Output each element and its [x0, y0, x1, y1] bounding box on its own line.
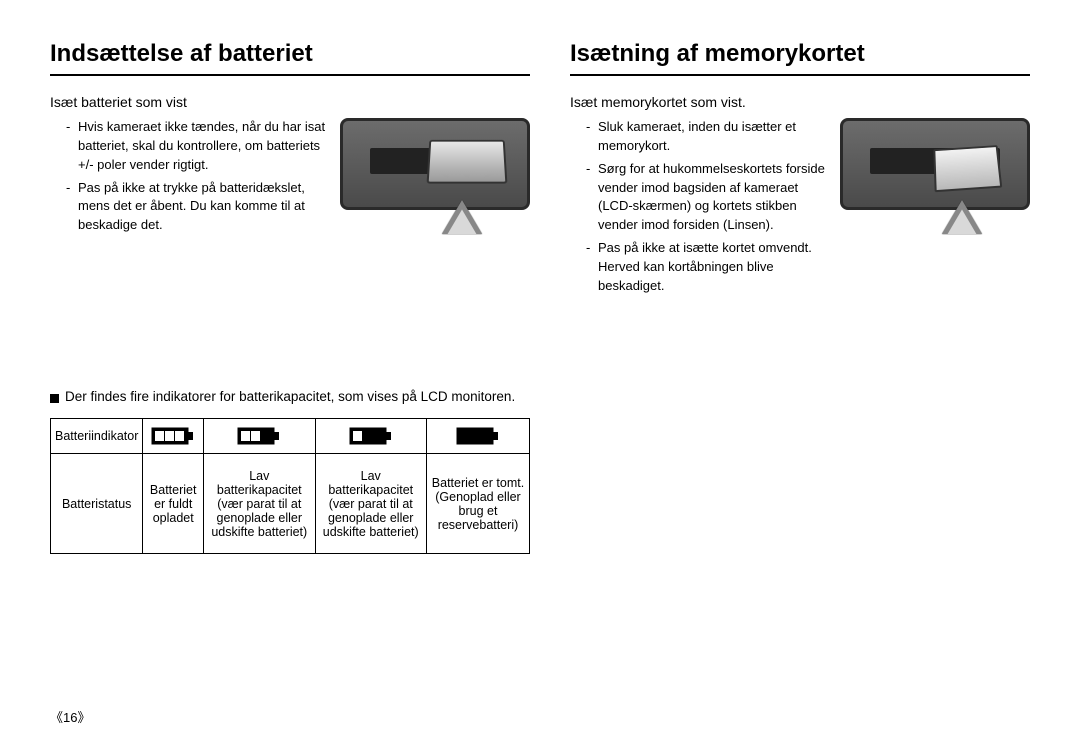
memorycard-insert-illustration — [840, 118, 1030, 228]
row-label: Batteristatus — [51, 454, 143, 554]
bullet-text: Hvis kameraet ikke tændes, når du har is… — [70, 118, 328, 175]
heading-memory: Isætning af memorykortet — [570, 40, 1030, 76]
battery-bullets: Hvis kameraet ikke tændes, når du har is… — [50, 118, 328, 239]
battery-insert-illustration — [340, 118, 530, 228]
status-cell: Batteriet er tomt. (Genoplad eller brug … — [426, 454, 529, 554]
heading-battery: Indsættelse af batteriet — [50, 40, 530, 76]
arrow-up-icon — [942, 200, 982, 234]
note-text: Der findes fire indikatorer for batterik… — [65, 389, 515, 404]
arrow-up-icon — [442, 200, 482, 234]
battery-icon-1bar — [315, 419, 426, 454]
row-label: Batteriindikator — [51, 419, 143, 454]
right-column: Isætning af memorykortet Isæt memorykort… — [570, 40, 1030, 554]
left-column: Indsættelse af batteriet Isæt batteriet … — [50, 40, 530, 554]
bullet-text: Pas på ikke at trykke på batteridækslet,… — [70, 179, 328, 236]
battery-indicator-table: Batteriindikator Batteristatus Batteriet… — [50, 418, 530, 554]
memory-bullets: Sluk kameraet, inden du isætter et memor… — [570, 118, 828, 300]
battery-icon-full — [143, 419, 204, 454]
battery-icon-empty — [426, 419, 529, 454]
battery-icon-2bar — [204, 419, 315, 454]
bullet-text: Pas på ikke at isætte kortet omvendt. He… — [590, 239, 828, 296]
intro-memory: Isæt memorykortet som vist. — [570, 94, 1030, 110]
square-bullet-icon — [50, 394, 59, 403]
status-cell: Lav batterikapacitet (vær parat til at g… — [204, 454, 315, 554]
bullet-text: Sluk kameraet, inden du isætter et memor… — [590, 118, 828, 156]
page-number: 《16》 — [50, 707, 90, 726]
indicator-note: Der findes fire indikatorer for batterik… — [50, 389, 530, 404]
intro-battery: Isæt batteriet som vist — [50, 94, 530, 110]
bullet-text: Sørg for at hukommelseskortets forside v… — [590, 160, 828, 235]
status-cell: Lav batterikapacitet (vær parat til at g… — [315, 454, 426, 554]
status-cell: Batteriet er fuldt opladet — [143, 454, 204, 554]
